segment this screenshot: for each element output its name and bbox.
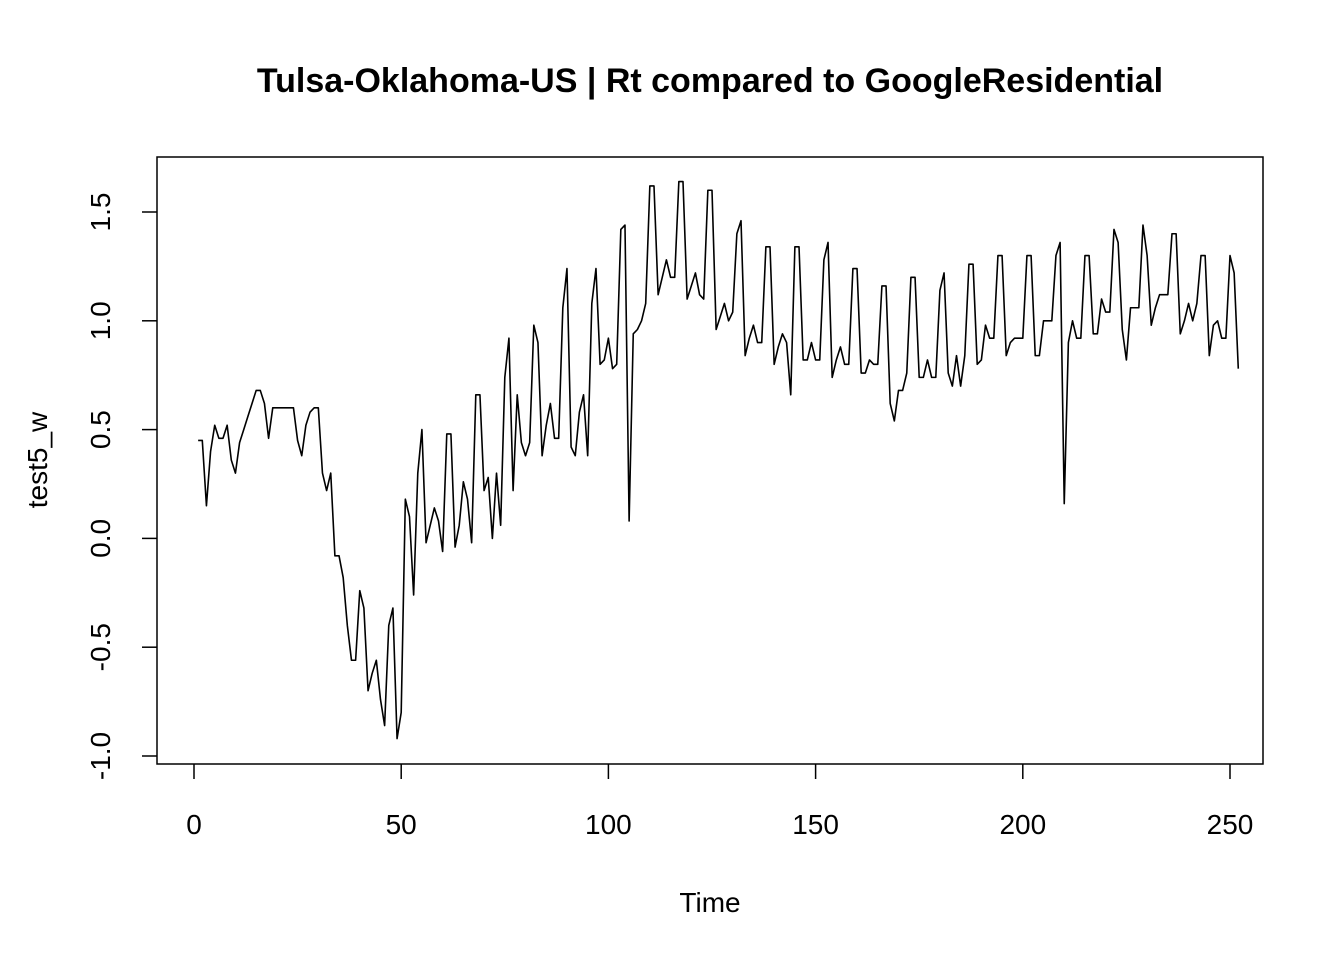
x-tick-label: 100 <box>585 809 632 840</box>
x-tick-label: 50 <box>386 809 417 840</box>
x-tick-label: 0 <box>186 809 202 840</box>
x-tick-label: 150 <box>792 809 839 840</box>
x-tick-label: 250 <box>1207 809 1254 840</box>
y-tick-label: 1.5 <box>85 193 116 232</box>
y-tick-label: 1.0 <box>85 301 116 340</box>
y-tick-label: 0.0 <box>85 519 116 558</box>
y-tick-label: -0.5 <box>85 623 116 671</box>
y-tick-label: -1.0 <box>85 732 116 780</box>
y-axis-label: test5_w <box>22 411 53 508</box>
x-axis: 0 50 100 150 200 250 <box>186 764 1253 840</box>
plot-frame <box>156 156 1264 765</box>
x-axis-label: Time <box>679 887 740 918</box>
y-axis: -1.0 -0.5 0.0 0.5 1.0 1.5 <box>85 193 157 780</box>
series-line <box>198 180 1240 740</box>
y-tick-label: 0.5 <box>85 410 116 449</box>
x-tick-label: 200 <box>999 809 1046 840</box>
chart-title: Tulsa-Oklahoma-US | Rt compared to Googl… <box>257 62 1163 100</box>
